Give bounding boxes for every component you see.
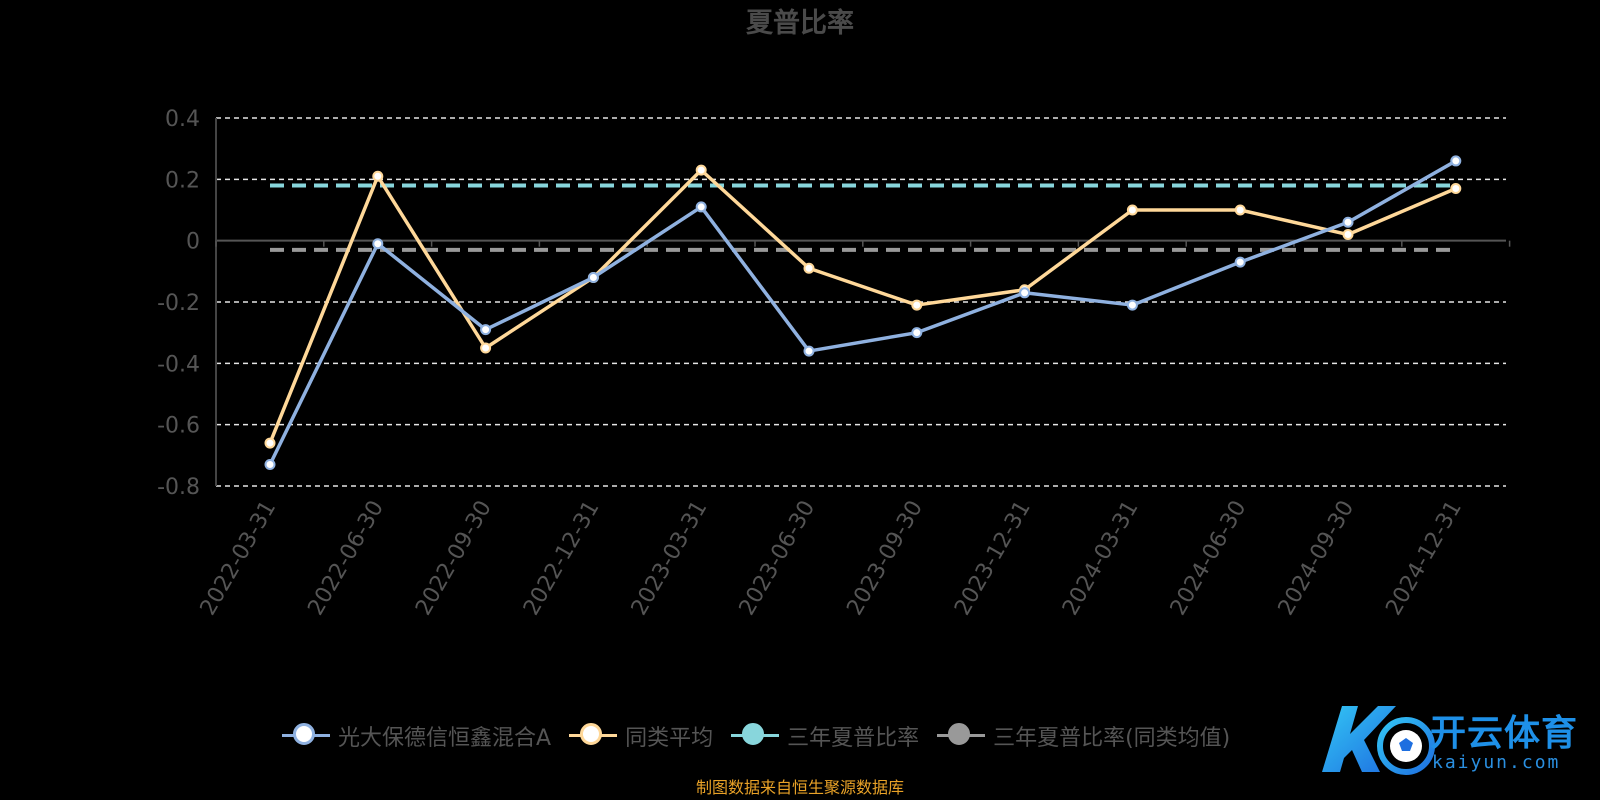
data-point-fund bbox=[1126, 299, 1138, 311]
legend-label-three-year-sharpe: 三年夏普比率 bbox=[787, 726, 920, 751]
data-point-category-average bbox=[911, 299, 923, 311]
watermark-domain: kaiyun.com bbox=[1432, 752, 1561, 773]
data-point-category-average bbox=[1126, 204, 1138, 216]
data-point-fund bbox=[587, 271, 599, 283]
data-point-fund bbox=[1450, 155, 1462, 167]
data-point-category-average bbox=[1342, 229, 1354, 241]
legend-item-category-average[interactable]: 同类平均 bbox=[569, 720, 713, 752]
watermark-brand: 开云体育 bbox=[1430, 713, 1579, 754]
data-point-fund bbox=[695, 201, 707, 213]
chart-legend: 光大保德信恒鑫混合A 同类平均 三年夏普比率 三年夏普比率(同类均值) bbox=[282, 718, 1248, 754]
series-lines bbox=[264, 155, 1462, 471]
data-point-category-average bbox=[264, 437, 276, 449]
data-point-category-average bbox=[480, 342, 492, 354]
legend-item-fund[interactable]: 光大保德信恒鑫混合A bbox=[282, 720, 551, 752]
y-tick-label: 0 bbox=[186, 230, 200, 255]
x-tick-label: 2022-03-31 bbox=[196, 497, 282, 620]
data-point-fund bbox=[803, 345, 815, 357]
x-tick-label: 2024-12-31 bbox=[1381, 497, 1467, 620]
y-tick-label: 0.2 bbox=[165, 168, 200, 193]
data-point-fund bbox=[372, 238, 384, 250]
x-tick-label: 2023-06-30 bbox=[735, 497, 821, 620]
legend-item-three-year-sharpe[interactable]: 三年夏普比率 bbox=[731, 720, 919, 752]
football-icon bbox=[1377, 717, 1435, 775]
data-point-fund bbox=[264, 459, 276, 471]
series-line-fund bbox=[268, 159, 1457, 466]
x-tick-label: 2024-09-30 bbox=[1274, 497, 1360, 620]
y-tick-label: -0.8 bbox=[157, 475, 200, 500]
legend-marker-three-year-sharpe bbox=[731, 723, 780, 749]
x-tick-label: 2023-09-30 bbox=[842, 497, 928, 620]
x-tick-label: 2023-12-31 bbox=[950, 497, 1036, 620]
x-tick-label: 2023-03-31 bbox=[627, 497, 713, 620]
data-point-fund bbox=[480, 324, 492, 336]
data-point-fund bbox=[911, 327, 923, 339]
source-note: 制图数据来自恒生聚源数据库 bbox=[695, 778, 904, 797]
data-point-fund bbox=[1234, 256, 1246, 268]
data-point-fund bbox=[1019, 287, 1031, 299]
legend-label-three-year-sharpe-category: 三年夏普比率(同类均值) bbox=[993, 726, 1231, 751]
data-point-category-average bbox=[1234, 204, 1246, 216]
data-point-fund bbox=[1342, 216, 1354, 228]
x-tick-label: 2024-03-31 bbox=[1058, 497, 1144, 620]
data-point-category-average bbox=[695, 164, 707, 176]
data-point-category-average bbox=[372, 170, 384, 182]
watermark-logo bbox=[1322, 706, 1435, 775]
legend-item-three-year-sharpe-category[interactable]: 三年夏普比率(同类均值) bbox=[937, 720, 1230, 752]
x-tick-label: 2022-12-31 bbox=[519, 497, 605, 620]
data-point-category-average bbox=[803, 262, 815, 274]
chart-title: 夏普比率 bbox=[746, 8, 854, 39]
y-tick-label: -0.6 bbox=[157, 414, 200, 439]
legend-label-category-average: 同类平均 bbox=[625, 726, 714, 751]
legend-label-fund: 光大保德信恒鑫混合A bbox=[338, 726, 552, 751]
y-tick-label: -0.4 bbox=[157, 352, 200, 377]
legend-marker-three-year-sharpe-category bbox=[937, 723, 986, 749]
x-tick-label: 2024-06-30 bbox=[1166, 497, 1252, 620]
x-tick-label: 2022-09-30 bbox=[411, 496, 497, 619]
legend-marker-category-average bbox=[569, 723, 618, 749]
x-tick-label: 2022-06-30 bbox=[303, 497, 389, 620]
y-tick-label: -0.2 bbox=[157, 291, 200, 316]
legend-marker-fund bbox=[282, 723, 330, 749]
grid-lines bbox=[216, 117, 1506, 487]
series-line-category-average bbox=[268, 168, 1457, 444]
k-letter-icon bbox=[1322, 706, 1396, 772]
y-tick-label: 0.4 bbox=[165, 107, 200, 132]
data-point-category-average bbox=[1450, 183, 1462, 195]
